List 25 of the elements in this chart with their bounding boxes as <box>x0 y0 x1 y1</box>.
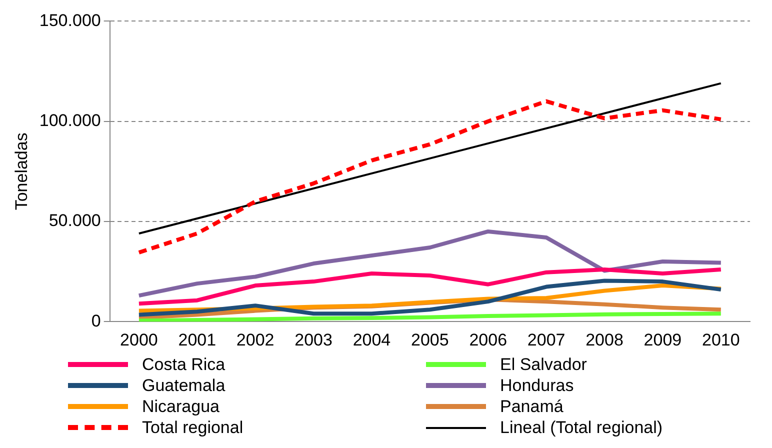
x-tick-label: 2001 <box>178 330 216 350</box>
x-tick-label: 2006 <box>469 330 508 350</box>
legend-label: Honduras <box>500 375 574 396</box>
legend-label: Nicaragua <box>142 396 220 417</box>
legend-label: El Salvador <box>500 354 587 375</box>
legend-label: Lineal (Total regional) <box>500 417 663 438</box>
x-tick-label: 2010 <box>702 330 740 350</box>
x-tick-label: 2000 <box>120 330 158 350</box>
y-tick-label: 0 <box>91 311 101 330</box>
x-tick-label: 2009 <box>644 330 682 350</box>
x-tick-label: 2008 <box>586 330 624 350</box>
x-tick-label: 2005 <box>411 330 449 350</box>
y-tick-label: 50.000 <box>48 211 101 230</box>
x-tick-label: 2003 <box>294 330 332 350</box>
y-tick-label: 100.000 <box>39 111 101 130</box>
x-tick-label: 2007 <box>527 330 566 350</box>
y-tick-label: 150.000 <box>39 10 101 30</box>
x-tick-label: 2002 <box>236 330 274 350</box>
legend-label: Total regional <box>142 417 244 438</box>
line-series <box>136 99 723 255</box>
legend-label: Panamá <box>500 396 564 417</box>
legend-label: Costa Rica <box>142 354 226 375</box>
legend-label: Guatemala <box>142 375 226 396</box>
y-axis-title: Toneladas <box>12 132 31 210</box>
x-tick-label: 2004 <box>352 330 391 350</box>
